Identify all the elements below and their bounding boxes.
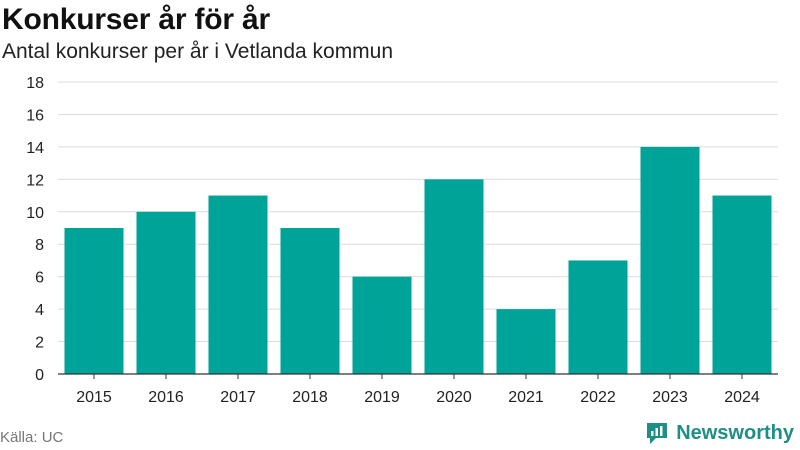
x-tick-label: 2017 bbox=[220, 389, 256, 406]
x-tick-label: 2015 bbox=[76, 389, 112, 406]
y-tick-label: 10 bbox=[26, 205, 44, 222]
y-tick-label: 8 bbox=[35, 237, 44, 254]
bar-chart-icon bbox=[647, 423, 668, 444]
bar-2016 bbox=[136, 211, 196, 374]
bar-2020 bbox=[424, 179, 484, 374]
bars bbox=[64, 146, 772, 374]
x-tick-label: 2021 bbox=[508, 389, 544, 406]
y-tick-label: 4 bbox=[35, 302, 44, 319]
brand-logo: Newsworthy bbox=[644, 420, 794, 446]
x-tick-label: 2019 bbox=[364, 389, 400, 406]
chart-title: Konkurser år för år bbox=[2, 3, 270, 36]
x-tick-label: 2022 bbox=[580, 389, 616, 406]
x-tick-label: 2016 bbox=[148, 389, 184, 406]
bar-2015 bbox=[64, 228, 124, 374]
bar-2019 bbox=[352, 276, 412, 374]
bar-2017 bbox=[208, 195, 268, 374]
x-tick-label: 2020 bbox=[436, 389, 472, 406]
x-tick-label: 2018 bbox=[292, 389, 328, 406]
x-tick-label: 2023 bbox=[652, 389, 688, 406]
chart-subtitle: Antal konkurser per år i Vetlanda kommun bbox=[2, 40, 394, 63]
source-note: Källa: UC bbox=[0, 429, 64, 446]
x-tick-label: 2024 bbox=[724, 389, 760, 406]
y-tick-label: 18 bbox=[26, 75, 44, 92]
y-tick-label: 2 bbox=[35, 335, 44, 352]
y-tick-label: 6 bbox=[35, 270, 44, 287]
y-tick-label: 16 bbox=[26, 107, 44, 124]
bar-chart: 0 2 4 6 8 10 12 14 16 18 2015 2016 2017 2018 2019 2020… bbox=[26, 75, 778, 406]
bar-2021 bbox=[496, 309, 556, 374]
brand-name: Newsworthy bbox=[676, 422, 794, 444]
y-tick-label: 0 bbox=[35, 367, 44, 384]
bar-2023 bbox=[640, 146, 700, 374]
bar-2022 bbox=[568, 260, 628, 374]
x-axis: 2015 2016 2017 2018 2019 2020 2021 2022 2023 2024 bbox=[58, 373, 778, 406]
y-tick-label: 12 bbox=[26, 172, 44, 189]
y-axis: 0 2 4 6 8 10 12 14 16 18 bbox=[26, 75, 44, 384]
bar-2024 bbox=[712, 195, 772, 374]
bar-2018 bbox=[280, 228, 340, 374]
y-tick-label: 14 bbox=[26, 140, 44, 157]
